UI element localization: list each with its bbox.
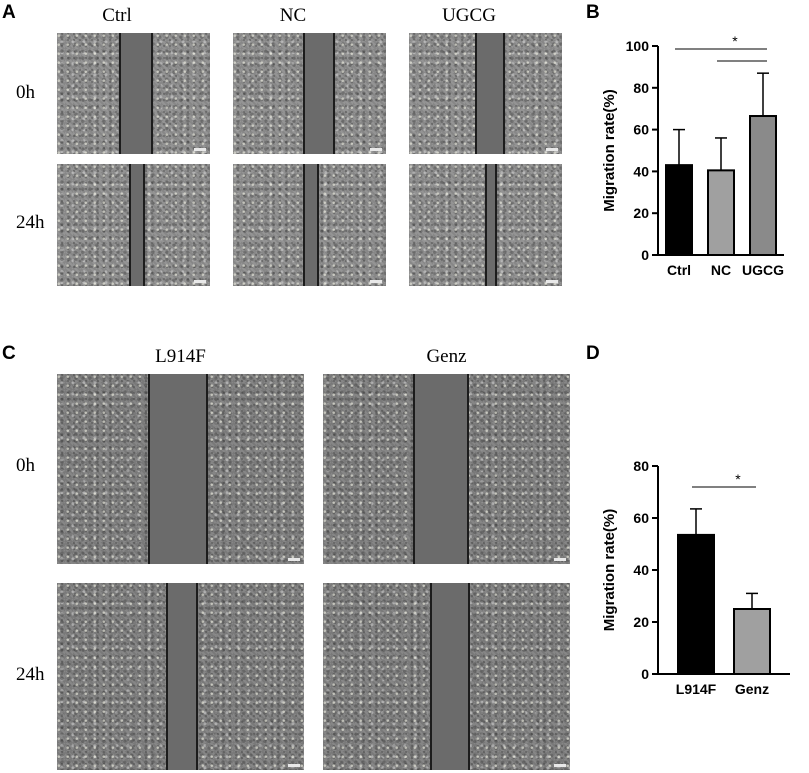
scratch-gap	[129, 164, 145, 286]
x-tick-label: Ctrl	[667, 262, 691, 278]
column-label-ctrl: Ctrl	[102, 5, 132, 26]
scale-bar	[288, 558, 300, 561]
micrograph-l914f-24h	[57, 583, 304, 770]
panel-letter-b: B	[586, 2, 600, 23]
y-tick-label: 20	[633, 614, 649, 630]
scratch-gap	[430, 583, 470, 770]
scale-bar	[554, 764, 566, 767]
row-label-24h: 24h	[16, 664, 45, 685]
bar-genz	[733, 608, 771, 675]
y-tick-label: 60	[633, 122, 649, 138]
scratch-gap	[303, 33, 335, 154]
scratch-gap	[413, 374, 469, 564]
micrograph-ctrl-24h	[57, 164, 210, 286]
micrograph-ugcg-0h	[409, 33, 562, 154]
y-tick-label: 40	[633, 163, 649, 179]
y-axis-label: Migration rate(%)	[601, 509, 618, 632]
bar-nc	[707, 169, 735, 256]
y-tick-label: 80	[633, 458, 649, 474]
row-label-0h: 0h	[16, 82, 35, 103]
y-axis-label: Migration rate(%)	[601, 89, 618, 212]
column-label-l914f: L914F	[155, 346, 206, 367]
y-tick-label: 60	[633, 510, 649, 526]
panel-letter-d: D	[586, 343, 600, 364]
y-tick-label: 0	[641, 247, 649, 263]
micrograph-genz-24h	[323, 583, 570, 770]
scale-bar	[546, 148, 558, 151]
y-tick-label: 100	[626, 38, 650, 54]
x-tick-label: NC	[711, 262, 731, 278]
y-tick-label: 40	[633, 562, 649, 578]
micrograph-nc-24h	[233, 164, 386, 286]
significance-label: *	[735, 471, 741, 487]
x-tick-label: Genz	[735, 681, 769, 697]
scratch-gap	[119, 33, 153, 154]
micrograph-ugcg-24h	[409, 164, 562, 286]
column-label-nc: NC	[279, 5, 307, 26]
panel-letter-a: A	[2, 2, 16, 23]
micrograph-l914f-0h	[57, 374, 304, 564]
column-label-ugcg: UGCG	[442, 5, 496, 26]
micrograph-ctrl-0h	[57, 33, 210, 154]
scale-bar	[194, 280, 206, 283]
bar-ctrl	[665, 164, 693, 257]
scratch-gap	[148, 374, 208, 564]
row-label-24h: 24h	[16, 212, 45, 233]
x-tick-label: UGCG	[742, 262, 784, 278]
scale-bar	[370, 148, 382, 151]
row-label-0h: 0h	[16, 455, 35, 476]
panel-letter-c: C	[2, 343, 16, 364]
y-tick-label: 0	[641, 666, 649, 682]
scale-bar	[194, 148, 206, 151]
bar-ugcg	[749, 115, 777, 256]
column-label-genz: Genz	[426, 346, 467, 367]
scale-bar	[370, 280, 382, 283]
scratch-gap	[485, 164, 497, 286]
scratch-gap	[303, 164, 319, 286]
scale-bar	[546, 280, 558, 283]
micrograph-genz-0h	[323, 374, 570, 564]
scratch-gap	[475, 33, 505, 154]
x-tick-label: L914F	[676, 681, 717, 697]
y-tick-label: 20	[633, 205, 649, 221]
micrograph-nc-0h	[233, 33, 386, 154]
scale-bar	[554, 558, 566, 561]
significance-label: *	[732, 33, 738, 49]
scratch-gap	[166, 583, 198, 770]
y-tick-label: 80	[633, 80, 649, 96]
scale-bar	[288, 764, 300, 767]
bar-l914f	[677, 533, 715, 676]
bar-chart-b: 0 20 40 60 80 100 Migration rate(%) Ctrl NC UGCG *	[601, 33, 784, 278]
bar-chart-d: 0 20 40 60 80 Migration rate(%) L914F Genz *	[601, 458, 790, 697]
